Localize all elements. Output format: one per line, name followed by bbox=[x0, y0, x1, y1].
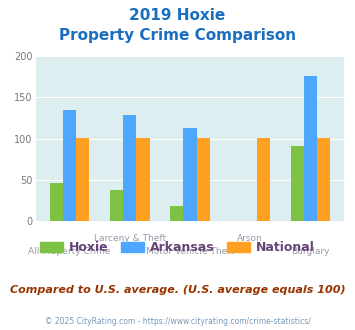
Bar bbox=[136, 138, 149, 221]
Text: All Property Crime: All Property Crime bbox=[28, 248, 111, 256]
Bar bbox=[257, 138, 270, 221]
Bar bbox=[317, 138, 330, 221]
Text: © 2025 CityRating.com - https://www.cityrating.com/crime-statistics/: © 2025 CityRating.com - https://www.city… bbox=[45, 317, 310, 326]
Bar bbox=[197, 138, 210, 221]
Bar bbox=[123, 115, 136, 221]
Text: Motor Vehicle Theft: Motor Vehicle Theft bbox=[146, 248, 234, 256]
Text: Property Crime Comparison: Property Crime Comparison bbox=[59, 28, 296, 43]
Bar bbox=[170, 206, 183, 221]
Legend: Hoxie, Arkansas, National: Hoxie, Arkansas, National bbox=[35, 236, 320, 259]
Bar bbox=[110, 190, 123, 221]
Bar bbox=[63, 110, 76, 221]
Text: 2019 Hoxie: 2019 Hoxie bbox=[129, 8, 226, 23]
Text: Arson: Arson bbox=[237, 234, 263, 243]
Bar bbox=[76, 138, 89, 221]
Bar bbox=[50, 183, 63, 221]
Bar bbox=[304, 76, 317, 221]
Text: Compared to U.S. average. (U.S. average equals 100): Compared to U.S. average. (U.S. average … bbox=[10, 285, 345, 295]
Bar bbox=[290, 146, 304, 221]
Bar bbox=[183, 128, 197, 221]
Text: Larceny & Theft: Larceny & Theft bbox=[94, 234, 166, 243]
Text: Burglary: Burglary bbox=[291, 248, 330, 256]
